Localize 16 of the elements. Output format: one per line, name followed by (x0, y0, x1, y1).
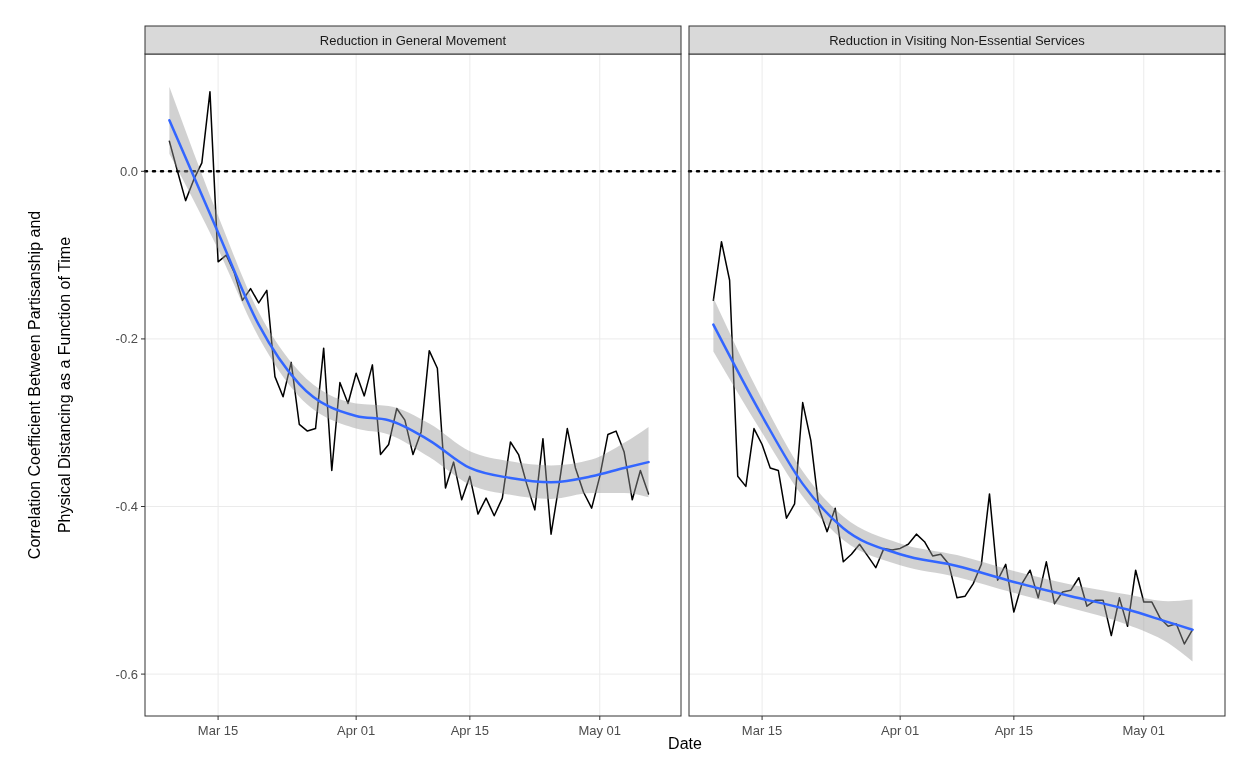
chart-title: Reduction in General Movement (319, 33, 507, 48)
x-tick-label: Apr 01 (337, 723, 376, 738)
y-tick-label: -0.2 (115, 331, 138, 347)
x-tick-label: Apr 15 (450, 723, 489, 738)
y-tick-label: 0.0 (119, 163, 138, 179)
x-tick-label: May 01 (578, 723, 622, 738)
x-axis-title: Date (668, 735, 702, 752)
x-tick-label: May 01 (1122, 723, 1166, 738)
y-axis-title: Correlation Coefficient Between Partisanship and Physical Distancing as a Function of Time (26, 210, 73, 560)
y-tick-label: -0.4 (115, 499, 138, 515)
y-tick-label: -0.6 (115, 666, 138, 682)
x-tick-label: Mar 15 (741, 723, 783, 738)
x-tick-label: Apr 01 (881, 723, 920, 738)
x-tick-label: Mar 15 (197, 723, 239, 738)
x-tick-label: Apr 15 (994, 723, 1033, 738)
chart-title: Reduction in Visiting Non-Essential Services (829, 33, 1086, 48)
